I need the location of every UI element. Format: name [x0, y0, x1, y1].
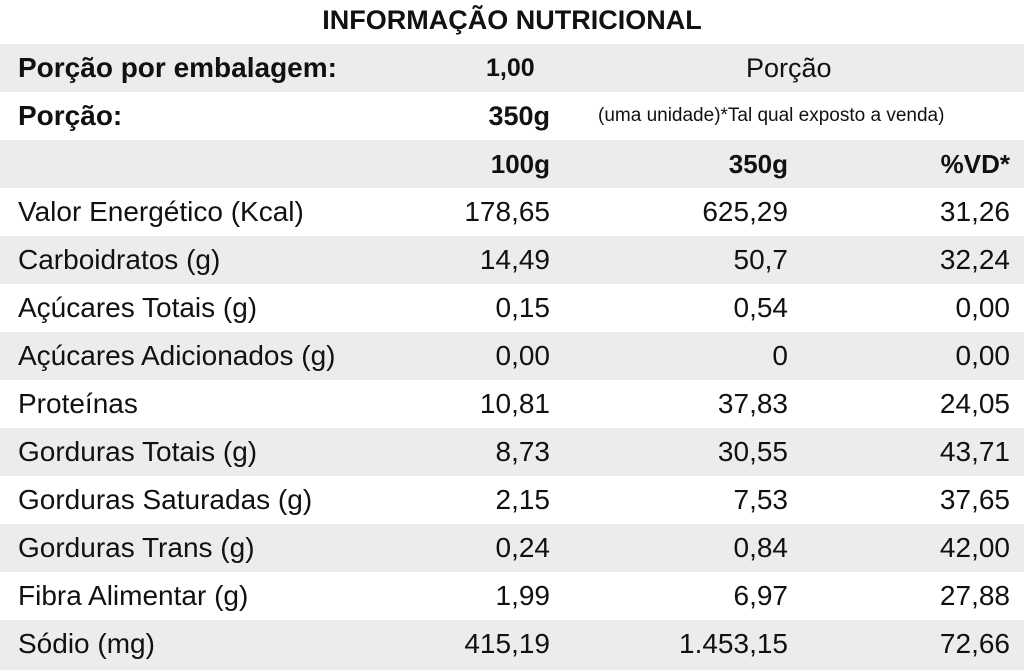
nutrient-name: Açúcares Adicionados (g): [18, 340, 336, 371]
portion-label: Porção:: [18, 100, 123, 131]
nutrient-name: Gorduras Saturadas (g): [18, 484, 313, 515]
table-row: Açúcares Totais (g) 0,15 0,54 0,00: [0, 284, 1024, 332]
value-per-100g: 8,73: [495, 436, 551, 467]
nutrient-name: Açúcares Totais (g): [18, 292, 258, 323]
value-vd: 24,05: [939, 388, 1010, 419]
portion-row: Porção: 350g (uma unidade)*Tal qual expo…: [0, 92, 1024, 140]
nutrient-name: Carboidratos (g): [18, 244, 221, 275]
label-title: INFORMAÇÃO NUTRICIONAL: [322, 5, 702, 35]
table-row: Gorduras Totais (g) 8,73 30,55 43,71: [0, 428, 1024, 476]
value-vd: 43,71: [939, 436, 1010, 467]
servings-per-package-label: Porção por embalagem:: [18, 52, 337, 83]
nutrient-name: Gorduras Totais (g): [18, 436, 258, 467]
value-per-350g: 0: [772, 340, 788, 371]
column-header-vd: %VD*: [940, 149, 1010, 179]
nutrient-name: Valor Energético (Kcal): [18, 196, 304, 227]
portion-heading: Porção: [746, 53, 832, 83]
value-per-350g: 30,55: [717, 436, 788, 467]
column-header-row: 100g 350g %VD*: [0, 140, 1024, 188]
value-per-350g: 0,84: [733, 532, 789, 563]
value-vd: 27,88: [939, 580, 1010, 611]
nutrient-name: Fibra Alimentar (g): [18, 580, 249, 611]
table-row: Fibra Alimentar (g) 1,99 6,97 27,88: [0, 572, 1024, 620]
value-per-100g: 1,99: [495, 580, 551, 611]
value-vd: 37,65: [939, 484, 1010, 515]
table-row: Sódio (mg) 415,19 1.453,15 72,66: [0, 620, 1024, 670]
value-vd: 32,24: [939, 244, 1010, 275]
servings-per-package-value: 1,00: [486, 54, 535, 82]
value-per-350g: 37,83: [717, 388, 788, 419]
value-per-100g: 178,65: [464, 196, 550, 227]
portion-value: 350g: [488, 101, 550, 131]
value-per-100g: 0,15: [495, 292, 551, 323]
value-per-350g: 50,7: [733, 244, 789, 275]
value-per-100g: 14,49: [479, 244, 550, 275]
value-per-100g: 0,24: [495, 532, 551, 563]
nutrient-name: Proteínas: [18, 388, 138, 419]
table-row: Valor Energético (Kcal) 178,65 625,29 31…: [0, 188, 1024, 236]
portion-note: (uma unidade)*Tal qual exposto a venda): [598, 105, 945, 126]
value-per-350g: 625,29: [702, 196, 788, 227]
value-per-350g: 1.453,15: [679, 628, 788, 659]
column-header-100g: 100g: [490, 149, 550, 179]
value-vd: 31,26: [939, 196, 1010, 227]
value-vd: 42,00: [939, 532, 1010, 563]
value-per-350g: 7,53: [733, 484, 789, 515]
value-per-100g: 10,81: [479, 388, 550, 419]
table-row: Proteínas 10,81 37,83 24,05: [0, 380, 1024, 428]
value-per-100g: 2,15: [495, 484, 551, 515]
value-per-100g: 415,19: [464, 628, 550, 659]
value-vd: 0,00: [955, 292, 1011, 323]
value-vd: 0,00: [955, 340, 1011, 371]
table-row: Açúcares Adicionados (g) 0,00 0 0,00: [0, 332, 1024, 380]
value-vd: 72,66: [939, 628, 1010, 659]
nutrient-name: Gorduras Trans (g): [18, 532, 255, 563]
table-row: Gorduras Trans (g) 0,24 0,84 42,00: [0, 524, 1024, 572]
value-per-100g: 0,00: [495, 340, 551, 371]
table-row: Gorduras Saturadas (g) 2,15 7,53 37,65: [0, 476, 1024, 524]
value-per-350g: 6,97: [733, 580, 789, 611]
value-per-350g: 0,54: [733, 292, 789, 323]
column-header-350g: 350g: [728, 149, 788, 179]
servings-per-package-row: Porção por embalagem: 1,00 Porção: [0, 44, 1024, 92]
nutrient-name: Sódio (mg): [18, 628, 155, 659]
table-row: Carboidratos (g) 14,49 50,7 32,24: [0, 236, 1024, 284]
